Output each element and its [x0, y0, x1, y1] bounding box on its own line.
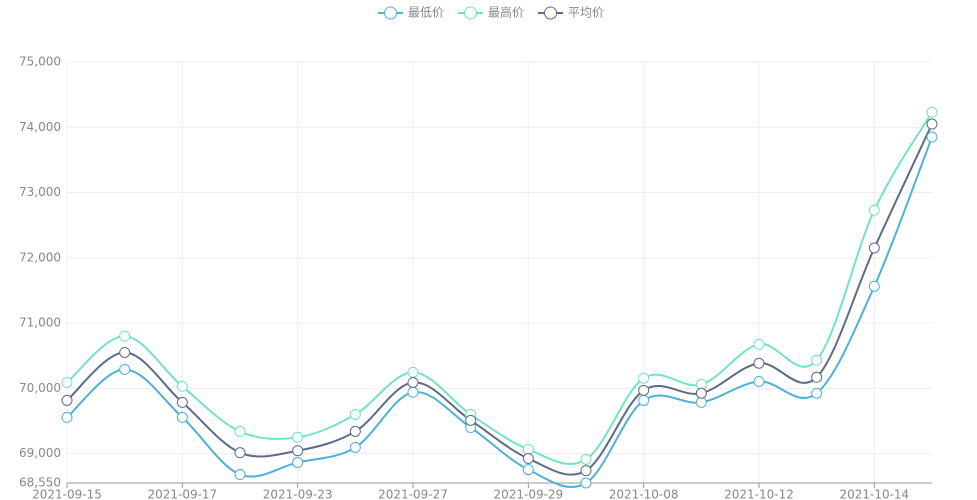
data-point	[407, 366, 419, 378]
data-point	[349, 425, 361, 437]
data-point	[695, 396, 707, 408]
legend-item: 最高价	[458, 5, 524, 20]
y-tick-label: 74,000	[19, 120, 61, 134]
data-point	[522, 453, 534, 465]
x-tick-label: 2021-10-14	[839, 488, 909, 500]
data-point	[868, 204, 880, 216]
legend-marker	[544, 6, 557, 20]
data-point	[753, 357, 765, 369]
x-tick-label: 2021-09-27	[378, 488, 448, 500]
legend-marker	[464, 6, 477, 20]
legend-label: 最高价	[488, 5, 524, 20]
data-point	[811, 354, 823, 366]
data-point	[349, 408, 361, 420]
data-point	[522, 443, 534, 455]
legend-item: 平均价	[538, 6, 604, 20]
data-point	[61, 411, 73, 423]
data-point	[580, 454, 592, 466]
data-point	[522, 464, 534, 476]
data-point	[926, 118, 938, 130]
data-point	[753, 338, 765, 350]
data-point	[407, 376, 419, 388]
y-tick-label: 68,550	[19, 476, 61, 490]
data-point	[234, 425, 246, 437]
data-point	[465, 414, 477, 426]
data-point	[868, 242, 880, 254]
data-point	[926, 131, 938, 143]
data-point	[61, 394, 73, 406]
data-point	[234, 447, 246, 459]
data-point	[638, 372, 650, 384]
y-tick-label: 73,000	[19, 185, 61, 199]
x-tick-label: 2021-10-08	[609, 488, 679, 500]
y-tick-label: 71,000	[19, 316, 61, 330]
data-point	[638, 384, 650, 396]
data-point	[292, 456, 304, 468]
y-tick-label: 69,000	[19, 446, 61, 460]
data-point	[292, 431, 304, 443]
legend-label: 最低价	[408, 6, 444, 20]
legend-item: 最低价	[378, 6, 444, 20]
data-point	[580, 477, 592, 489]
data-point	[868, 280, 880, 292]
data-point	[119, 330, 131, 342]
data-point	[61, 376, 73, 388]
x-tick-label: 2021-09-29	[493, 488, 563, 500]
data-point	[695, 387, 707, 399]
data-point	[349, 441, 361, 453]
data-point	[234, 469, 246, 481]
data-point	[811, 387, 823, 399]
y-tick-label: 70,000	[19, 381, 61, 395]
legend-label: 平均价	[568, 6, 604, 20]
y-tick-label: 72,000	[19, 250, 61, 264]
series-line	[66, 123, 933, 476]
data-point	[753, 376, 765, 388]
legend-marker	[384, 6, 397, 20]
data-point	[811, 371, 823, 383]
x-tick-label: 2021-09-15	[32, 488, 102, 500]
x-tick-label: 2021-10-12	[724, 488, 794, 500]
data-point	[407, 386, 419, 398]
data-point	[926, 106, 938, 118]
series-line	[66, 111, 933, 465]
data-point	[119, 363, 131, 375]
data-point	[292, 445, 304, 457]
data-point	[638, 394, 650, 406]
y-tick-label: 75,000	[19, 55, 61, 69]
data-point	[176, 411, 188, 423]
data-point	[580, 465, 592, 477]
x-tick-label: 2021-09-23	[263, 488, 333, 500]
data-point	[119, 346, 131, 358]
x-tick-label: 2021-09-17	[147, 488, 217, 500]
data-point	[176, 380, 188, 392]
data-point	[176, 396, 188, 408]
